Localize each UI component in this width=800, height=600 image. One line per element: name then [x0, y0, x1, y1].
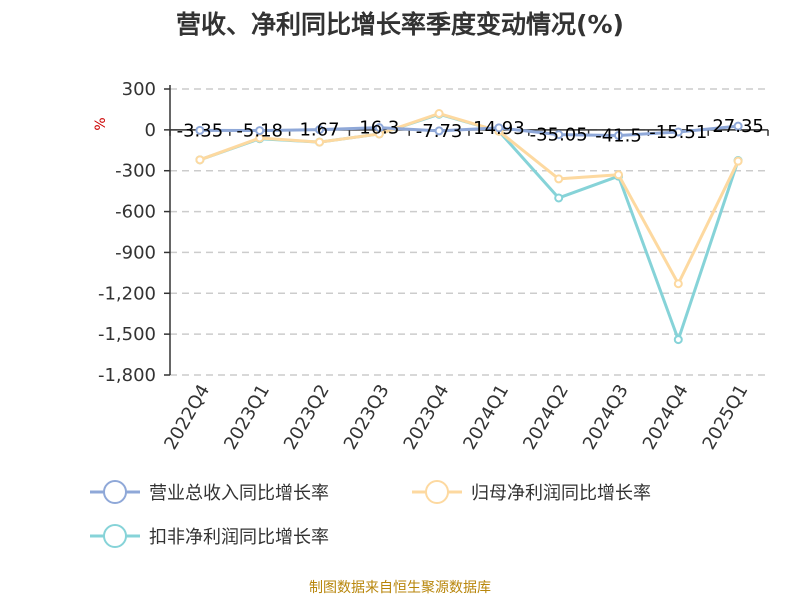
series-line	[199, 112, 740, 342]
legend-marker	[425, 480, 449, 504]
data-point	[374, 123, 384, 133]
data-point	[434, 126, 444, 136]
x-tick-label: 2023Q1	[220, 381, 274, 453]
series-line	[199, 124, 739, 138]
y-tick-label: -1,500	[98, 324, 156, 345]
data-label: 1.67	[299, 120, 339, 141]
series-lines	[195, 109, 743, 345]
data-point	[195, 125, 205, 135]
data-label: 14.93	[473, 118, 525, 139]
legend-marker	[103, 480, 127, 504]
y-tick-label: -300	[115, 161, 156, 182]
y-tick-label: -900	[115, 242, 156, 263]
data-point	[434, 109, 444, 119]
legend-label: 营业总收入同比增长率	[149, 483, 329, 504]
x-tick-label: 2024Q3	[579, 381, 633, 453]
data-point	[614, 131, 623, 141]
data-point	[315, 125, 324, 135]
data-point	[195, 155, 205, 165]
data-point	[673, 335, 683, 345]
x-tick-label: 2022Q4	[160, 381, 214, 453]
y-tick-label: 300	[122, 79, 156, 100]
data-point	[315, 137, 324, 147]
data-label: -41.5	[595, 126, 642, 147]
data-point	[554, 130, 564, 140]
data-point	[494, 123, 504, 133]
x-tick-label: 2024Q2	[519, 381, 573, 453]
data-point	[554, 174, 564, 184]
chart-title: 营收、净利同比增长率季度变动情况(%)	[176, 10, 624, 39]
x-tick-label: 2025Q1	[699, 381, 753, 453]
data-label: -7.73	[416, 121, 463, 142]
y-tick-label: 0	[145, 120, 156, 141]
data-point	[673, 279, 683, 289]
source-note: 制图数据来自恒生聚源数据库	[309, 580, 491, 596]
legend-label: 扣非净利润同比增长率	[149, 527, 329, 548]
y-unit-label: %	[93, 117, 109, 130]
x-tick-label: 2023Q3	[340, 381, 394, 453]
x-tick-label: 2023Q4	[400, 381, 454, 453]
y-tick-label: -600	[115, 202, 156, 223]
data-labels: -3.35 -5.18 1.67 16.3 -7.73 14.93 -35.05 -41.5-…	[177, 116, 764, 146]
data-point	[673, 127, 683, 137]
legend-marker	[103, 524, 127, 548]
data-label: -35.05	[530, 125, 588, 146]
data-point	[733, 121, 743, 131]
data-point	[614, 170, 623, 180]
data-point	[733, 156, 743, 166]
data-label: -5.18	[236, 121, 283, 142]
series-line	[199, 112, 740, 286]
data-label: 27.35	[712, 116, 764, 137]
y-tick-label: -1,800	[98, 365, 156, 386]
x-tick-label: 2024Q4	[639, 381, 693, 453]
y-tick-label: -1,200	[98, 283, 156, 304]
x-tick-label: 2024Q1	[459, 381, 513, 453]
data-point	[255, 126, 265, 136]
x-tick-label: 2023Q2	[280, 381, 334, 453]
data-label: 16.3	[359, 118, 399, 139]
data-label: -15.51	[649, 122, 707, 143]
data-point	[554, 193, 564, 203]
data-label: -3.35	[177, 120, 224, 141]
legend-label: 归母净利润同比增长率	[471, 483, 651, 504]
